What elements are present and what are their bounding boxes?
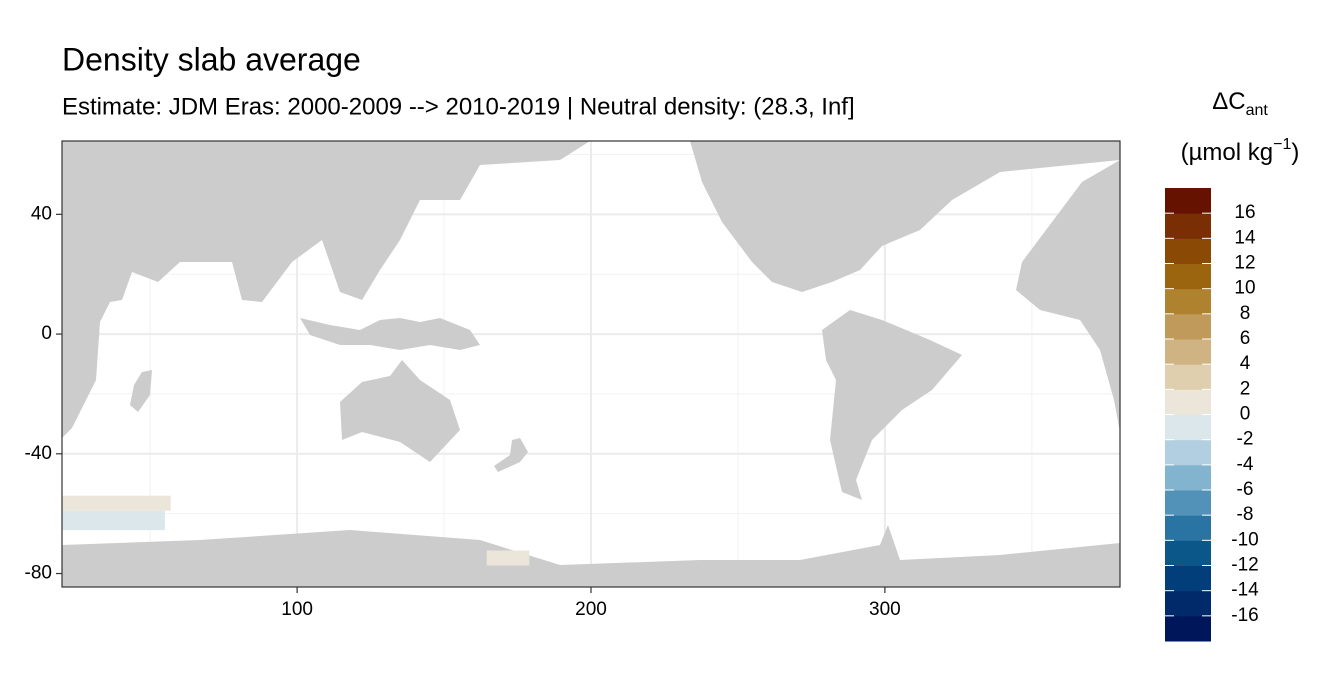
legend-swatch <box>1165 615 1211 642</box>
patches <box>62 495 530 566</box>
antarctica <box>62 525 1120 587</box>
south-america <box>822 310 962 500</box>
legend-unit: (µmol kg−1) <box>1181 136 1300 166</box>
new-zealand <box>494 438 528 472</box>
legend-tick-label: -6 <box>1237 479 1254 500</box>
y-tick-label: 0 <box>41 323 52 344</box>
legend-tick-label: -4 <box>1237 454 1254 475</box>
legend-title-main: ΔC <box>1212 88 1245 115</box>
legend-tick-label: 14 <box>1234 227 1256 248</box>
legend-swatch <box>1165 490 1211 516</box>
value-patch <box>62 510 165 531</box>
legend-swatch <box>1165 238 1211 264</box>
legend-tick-label: 16 <box>1234 202 1255 223</box>
legend-tick-label: -10 <box>1231 529 1258 550</box>
chart-title: Density slab average <box>62 41 361 77</box>
indonesia <box>300 318 480 350</box>
legend-unit-sup: −1 <box>1273 136 1291 153</box>
value-patch <box>62 495 171 511</box>
legend-swatch <box>1165 540 1211 566</box>
legend-unit-pre: (µmol kg <box>1181 139 1274 166</box>
legend-tick-label: -12 <box>1231 555 1258 576</box>
y-tick-label: 40 <box>31 203 52 224</box>
y-tick-label: -80 <box>25 563 52 584</box>
legend-title-sub: ant <box>1246 102 1269 119</box>
legend-swatch <box>1165 213 1211 239</box>
value-patch <box>486 550 530 566</box>
land <box>62 141 1120 587</box>
legend-swatch <box>1165 339 1211 365</box>
y-tick-label: -40 <box>25 443 52 464</box>
legend-tick-label: -2 <box>1237 429 1254 450</box>
legend-swatch <box>1165 439 1211 466</box>
legend-unit-post: ) <box>1291 139 1299 166</box>
legend-swatch <box>1165 515 1211 541</box>
legend-tick-label: 0 <box>1240 404 1251 425</box>
x-tick-label: 100 <box>281 599 313 620</box>
legend-tick-label: -8 <box>1237 504 1254 525</box>
x-tick-label: 300 <box>869 599 901 620</box>
eurasia-africa <box>62 141 590 438</box>
legend-swatch <box>1165 263 1211 290</box>
legend-swatch <box>1165 188 1211 214</box>
legend-tick-label: 2 <box>1240 378 1251 399</box>
australia <box>340 360 460 462</box>
chart-subtitle: Estimate: JDM Eras: 2000-2009 --> 2010-2… <box>62 93 855 120</box>
legend-title: ΔCant <box>1212 88 1268 119</box>
legend-swatch <box>1165 313 1211 340</box>
axes: 100 200 300 -80 -40 0 40 <box>25 203 901 620</box>
legend-swatch <box>1165 389 1211 415</box>
x-tick-label: 200 <box>575 599 607 620</box>
madagascar <box>130 370 152 412</box>
legend-swatch <box>1165 565 1211 592</box>
legend-tick-label: 4 <box>1240 353 1251 374</box>
legend-tick-label: -16 <box>1231 605 1258 626</box>
legend-swatch <box>1165 590 1211 617</box>
legend-swatch <box>1165 364 1211 390</box>
legend-tick-label: 6 <box>1240 328 1251 349</box>
legend-tick-label: 10 <box>1234 278 1255 299</box>
legend-swatch <box>1165 464 1211 491</box>
legend-swatch <box>1165 414 1211 441</box>
legend-tick-label: 12 <box>1234 253 1255 274</box>
north-america <box>690 141 1120 292</box>
legend-swatch <box>1165 288 1211 315</box>
legend-tick-label: -14 <box>1231 580 1259 601</box>
legend-tick-label: 8 <box>1240 303 1251 324</box>
europe-africa-east <box>1016 160 1120 432</box>
legend: -16 -14 -12 -10 -8 -6 -4 -2 0 2 4 6 8 10 12 14 16 <box>1165 188 1259 642</box>
